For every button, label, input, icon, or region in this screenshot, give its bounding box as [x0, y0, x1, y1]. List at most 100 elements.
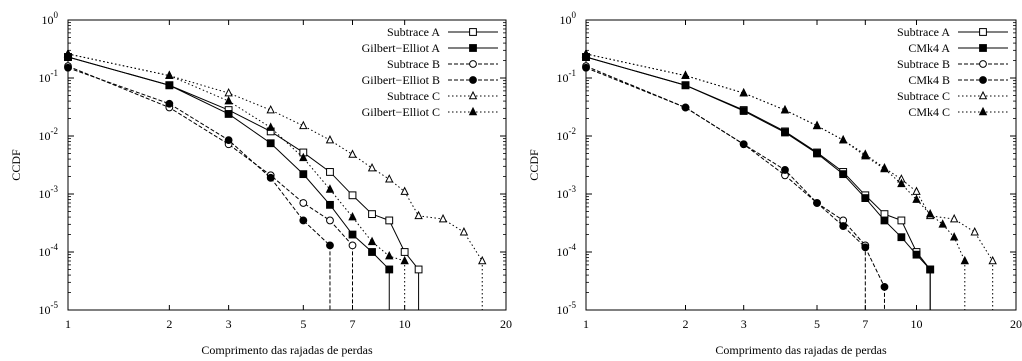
data-point: [348, 230, 357, 239]
data-point: [367, 236, 377, 246]
series-line: [67, 67, 331, 246]
data-point: [912, 186, 921, 195]
legend-marker: [978, 90, 988, 100]
data-point: [897, 178, 906, 188]
data-point: [925, 208, 935, 218]
data-point: [414, 210, 423, 220]
y-tick-label: 10-4: [39, 242, 59, 259]
data-point: [348, 241, 357, 250]
series-line: [585, 53, 966, 262]
legend-marker: [979, 76, 987, 84]
data-point: [681, 70, 690, 79]
data-point: [861, 243, 870, 252]
legend: Subtrace A CMk4 A Subtrace B CMk4 B Subtrace…: [897, 25, 1008, 119]
data-point: [165, 99, 174, 108]
legend-label: Subtrace B: [387, 57, 440, 71]
data-point: [165, 70, 174, 79]
data-point: [838, 134, 848, 144]
data-point: [780, 104, 790, 114]
x-tick-label: 10: [911, 317, 923, 331]
legend-marker: [979, 60, 987, 68]
data-point: [839, 170, 848, 179]
y-tick-label: 10-5: [39, 300, 59, 317]
series-1: [64, 53, 423, 310]
data-point: [414, 265, 423, 274]
data-point: [400, 186, 409, 195]
data-point: [325, 184, 335, 193]
data-point: [348, 149, 357, 158]
data-point: [912, 250, 921, 259]
x-tick-label: 5: [300, 317, 306, 331]
legend-label: CMk4 B: [908, 73, 950, 87]
series-6: [63, 48, 409, 310]
legend-label: Gilbert−Elliot C: [362, 105, 440, 119]
data-point: [781, 128, 789, 137]
data-point: [299, 199, 308, 207]
legend-label: Subtrace C: [897, 89, 950, 103]
series-4: [64, 63, 334, 310]
data-point: [912, 194, 921, 203]
data-point: [897, 233, 906, 242]
data-point: [326, 216, 334, 225]
y-tick-label: 100: [560, 10, 577, 27]
data-point: [224, 110, 233, 118]
legend-marker: [469, 44, 477, 52]
data-point: [813, 199, 821, 207]
data-point: [224, 136, 233, 144]
series-line: [67, 56, 419, 270]
data-point: [63, 48, 73, 58]
data-point: [880, 216, 889, 225]
y-tick-label: 10-3: [39, 184, 59, 201]
data-point: [988, 255, 997, 265]
data-point: [299, 120, 308, 130]
x-tick-label: 1: [583, 317, 589, 331]
y-tick-exponent: -5: [51, 300, 59, 310]
plot-frame: [585, 19, 1017, 311]
data-point: [326, 168, 334, 176]
data-point: [326, 241, 334, 250]
legend-marker: [468, 90, 478, 100]
plot-frame: [67, 19, 507, 311]
series-3: [582, 62, 870, 310]
legend-marker: [469, 60, 477, 68]
x-tick-label: 20: [1010, 317, 1022, 331]
x-tick-label: 10: [399, 317, 411, 331]
data-point: [367, 162, 377, 172]
y-tick-label: 10-1: [557, 68, 577, 85]
data-point: [348, 191, 357, 200]
x-tick-label: 5: [814, 317, 820, 331]
data-point: [224, 87, 233, 97]
legend-label: Gilbert−Elliot B: [362, 73, 440, 87]
data-point: [949, 232, 959, 241]
data-point: [368, 248, 376, 256]
x-tick-label: 7: [862, 317, 868, 331]
legend-marker: [468, 106, 478, 116]
x-tick-label: 3: [226, 317, 232, 331]
data-point: [438, 213, 448, 223]
data-point: [938, 219, 947, 228]
y-tick-label: 10-2: [39, 126, 59, 143]
data-point: [400, 255, 409, 265]
data-point: [813, 149, 821, 158]
data-point: [681, 81, 690, 90]
data-point: [581, 48, 591, 58]
legend-label: Gilbert−Elliot A: [362, 41, 441, 55]
data-point: [681, 103, 690, 112]
y-tick-label: 10-2: [557, 126, 577, 143]
x-tick-label: 20: [500, 317, 512, 331]
data-point: [325, 134, 335, 144]
x-tick-label: 2: [682, 317, 688, 331]
legend-marker: [469, 28, 477, 36]
series-4: [582, 63, 889, 310]
data-point: [880, 210, 889, 219]
series-line: [585, 65, 866, 246]
data-point: [478, 255, 487, 265]
data-point: [326, 200, 334, 209]
data-point: [812, 120, 822, 130]
data-point: [385, 250, 394, 260]
data-point: [266, 173, 275, 182]
legend-marker: [979, 28, 987, 36]
data-point: [266, 122, 275, 131]
y-tick-exponent: -5: [569, 300, 577, 310]
x-axis-label: Comprimento das rajadas de perdas: [715, 343, 887, 357]
